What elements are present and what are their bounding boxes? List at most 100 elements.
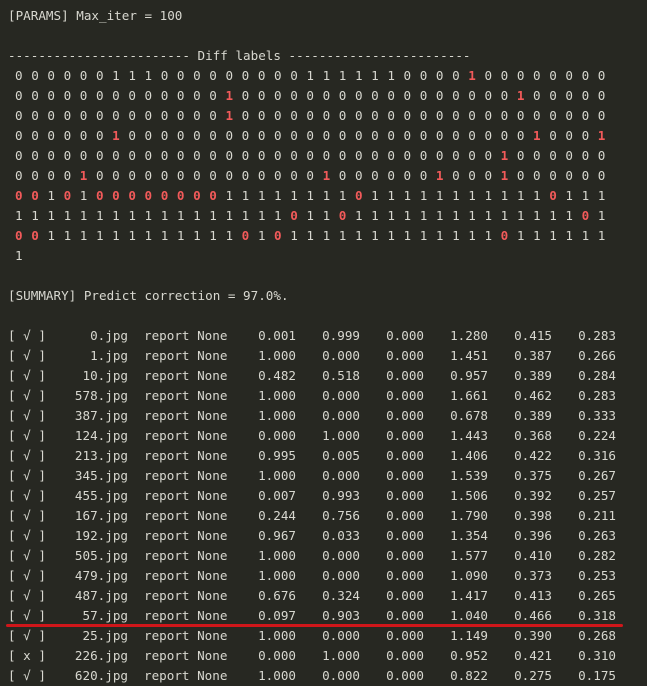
diff-label-value: 0: [225, 68, 234, 83]
diff-label-value: 0: [63, 128, 72, 143]
diff-label-value: 0: [581, 208, 590, 223]
diff-label-value: 0: [160, 148, 169, 163]
diff-label-value: 0: [306, 108, 315, 123]
diff-label-value: 0: [452, 168, 461, 183]
result-report: report None: [144, 528, 228, 543]
diff-label-value: 0: [15, 128, 24, 143]
result-value: 0.368: [514, 428, 552, 443]
diff-label-value: 0: [549, 128, 558, 143]
result-value: 1.417: [450, 588, 488, 603]
result-value: 1.506: [450, 488, 488, 503]
result-value: 0.000: [322, 408, 360, 423]
result-value: 0.000: [386, 388, 424, 403]
result-value: 1.451: [450, 348, 488, 363]
diff-label-value: 0: [581, 88, 590, 103]
result-row: [ √ ] 25.jpg report None 1.000 0.000 0.000 1.1…: [8, 626, 628, 646]
diff-label-value: 1: [468, 228, 477, 243]
diff-label-value: 0: [95, 128, 105, 143]
diff-label-value: 1: [176, 208, 185, 223]
diff-label-value: 0: [484, 128, 493, 143]
diff-label-value: 0: [484, 88, 493, 103]
diff-label-value: 0: [419, 128, 428, 143]
result-filename: 0.jpg: [90, 328, 128, 343]
diff-label-value: 0: [403, 88, 412, 103]
diff-label-value: 1: [128, 228, 137, 243]
result-status: [ √ ]: [8, 468, 46, 483]
result-value: 0.462: [514, 388, 552, 403]
result-value: 0.265: [578, 588, 616, 603]
result-value: 0.000: [386, 408, 424, 423]
result-value: 0.211: [578, 508, 616, 523]
result-value: 0.253: [578, 568, 616, 583]
result-value: 0.392: [514, 488, 552, 503]
result-filename: 124.jpg: [74, 428, 128, 443]
diff-label-value: 0: [160, 88, 169, 103]
result-value: 0.318: [578, 608, 616, 623]
diff-label-value: 0: [63, 168, 72, 183]
diff-label-value: 0: [144, 168, 153, 183]
diff-label-value: 0: [516, 148, 525, 163]
result-value: 0.000: [386, 508, 424, 523]
diff-label-value: 0: [403, 108, 412, 123]
result-filename: 192.jpg: [74, 528, 128, 543]
result-filename: 578.jpg: [74, 388, 128, 403]
result-report: report None: [144, 588, 228, 603]
diff-label-value: 1: [47, 228, 56, 243]
diff-label-value: 1: [597, 128, 606, 143]
result-row: [ x ] 226.jpg report None 0.000 1.000 0.000 0.…: [8, 646, 628, 666]
diff-label-value: 1: [112, 228, 121, 243]
diff-label-value: 0: [95, 148, 105, 163]
result-value: 0.000: [386, 448, 424, 463]
diff-label-value: 0: [95, 108, 105, 123]
result-report: report None: [144, 628, 228, 643]
diff-label-value: 0: [193, 68, 202, 83]
result-value: 0.266: [578, 348, 616, 363]
diff-label-value: 0: [31, 168, 40, 183]
diff-label-value: 0: [597, 168, 606, 183]
diff-label-value: 0: [112, 108, 121, 123]
diff-label-value: 1: [47, 188, 56, 203]
diff-label-value: 1: [193, 228, 202, 243]
diff-label-value: 0: [31, 68, 40, 83]
diff-label-value: 0: [144, 128, 153, 143]
diff-label-value: 0: [209, 108, 218, 123]
result-value: 0.000: [386, 588, 424, 603]
diff-label-value: 0: [468, 128, 477, 143]
result-status: [ √ ]: [8, 528, 46, 543]
diff-label-value: 0: [597, 148, 606, 163]
diff-labels-row: 0 0 0 0 0 0 1 0 0 0 0 0 0 0 0 0 0 0 0 0 …: [15, 126, 606, 146]
diff-label-value: 1: [354, 208, 364, 223]
diff-label-value: 0: [435, 68, 444, 83]
result-value: 1.280: [450, 328, 488, 343]
diff-label-value: 0: [533, 148, 542, 163]
result-report: report None: [144, 648, 228, 663]
diff-label-value: 0: [371, 128, 380, 143]
result-report: report None: [144, 428, 228, 443]
result-value: 0.097: [258, 608, 296, 623]
diff-label-value: 1: [500, 168, 509, 183]
result-value: 0.000: [322, 388, 360, 403]
diff-label-value: 1: [354, 68, 364, 83]
diff-label-value: 0: [176, 108, 185, 123]
diff-label-value: 1: [435, 188, 444, 203]
diff-label-value: 1: [176, 228, 185, 243]
diff-label-value: 0: [209, 188, 218, 203]
diff-label-value: 0: [112, 88, 121, 103]
diff-label-value: 0: [241, 128, 250, 143]
diff-label-value: 0: [128, 188, 137, 203]
diff-label-value: 0: [257, 128, 266, 143]
diff-label-value: 0: [31, 128, 40, 143]
diff-label-value: 0: [435, 128, 444, 143]
diff-label-value: 1: [241, 188, 250, 203]
result-report: report None: [144, 548, 228, 563]
result-value: 0.000: [322, 568, 360, 583]
diff-label-value: 1: [387, 208, 396, 223]
result-value: 0.389: [514, 408, 552, 423]
result-value: 1.577: [450, 548, 488, 563]
result-report: report None: [144, 328, 228, 343]
diff-label-value: 1: [484, 228, 493, 243]
diff-label-value: 1: [15, 248, 24, 263]
result-row: [ √ ] 387.jpg report None 1.000 0.000 0.000 0.…: [8, 406, 628, 426]
result-value: 0.257: [578, 488, 616, 503]
diff-label-value: 0: [387, 108, 396, 123]
